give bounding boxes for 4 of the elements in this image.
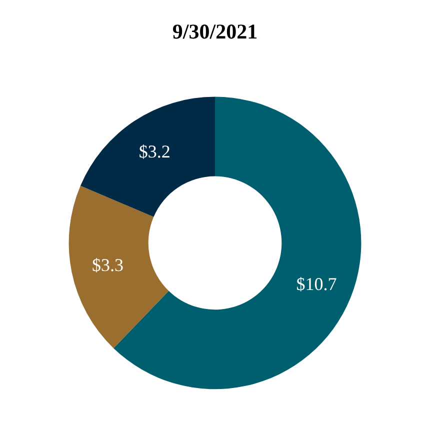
chart-title: 9/30/2021: [172, 20, 258, 44]
data-label: $10.7: [296, 274, 337, 294]
data-label: $3.2: [138, 142, 170, 162]
data-label: $3.3: [92, 254, 124, 275]
